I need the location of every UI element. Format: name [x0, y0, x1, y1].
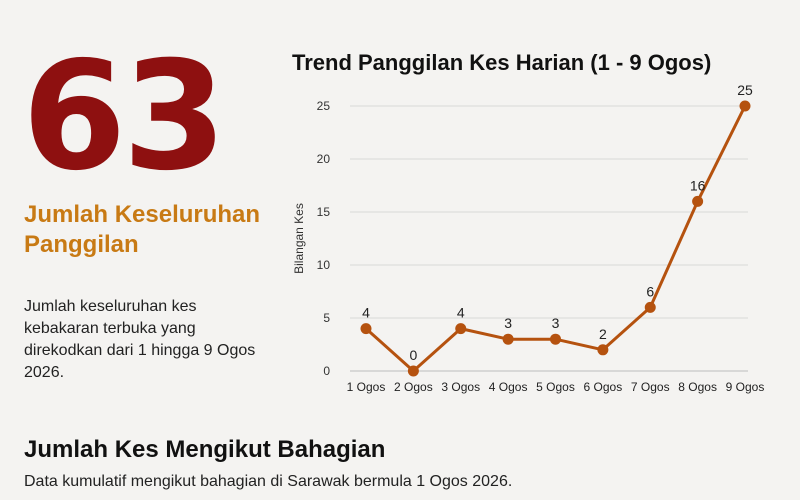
- data-label: 25: [737, 82, 753, 98]
- x-tick-label: 7 Ogos: [631, 380, 670, 394]
- y-tick-label: 15: [317, 205, 331, 219]
- series-line: [364, 105, 747, 373]
- data-point: [360, 323, 372, 335]
- y-tick-label: 10: [317, 258, 331, 272]
- x-tick-label: 3 Ogos: [441, 380, 480, 394]
- data-point: [407, 365, 419, 377]
- total-calls-description: Jumlah keseluruhan kes kebakaran terbuka…: [24, 298, 256, 381]
- section-subtitle: Data kumulatif mengikut bahagian di Sara…: [24, 473, 513, 490]
- y-tick-label: 0: [323, 364, 330, 378]
- y-tick-label: 5: [323, 311, 330, 325]
- section-title: Jumlah Kes Mengikut Bahagian: [24, 436, 386, 463]
- x-tick-label: 8 Ogos: [678, 380, 717, 394]
- y-tick-label: 25: [317, 99, 331, 113]
- data-point: [644, 301, 656, 313]
- data-label: 0: [409, 347, 417, 363]
- x-tick-label: 9 Ogos: [726, 380, 765, 394]
- y-axis-label: Bilangan Kes: [292, 203, 306, 274]
- x-tick-label: 4 Ogos: [489, 380, 528, 394]
- x-tick-label: 1 Ogos: [347, 380, 386, 394]
- data-label: 3: [552, 315, 560, 331]
- data-label: 4: [457, 305, 465, 321]
- chart-title: Trend Panggilan Kes Harian (1 - 9 Ogos): [292, 50, 712, 75]
- data-point: [739, 100, 751, 112]
- data-point: [597, 344, 609, 356]
- data-label: 16: [690, 177, 706, 193]
- y-tick-label: 20: [317, 152, 331, 166]
- total-calls-number: 63: [22, 30, 227, 204]
- x-tick-label: 2 Ogos: [394, 380, 433, 394]
- data-label: 4: [362, 305, 370, 321]
- data-point: [550, 333, 561, 345]
- x-tick-label: 5 Ogos: [536, 380, 575, 394]
- data-point: [692, 195, 704, 207]
- data-label: 6: [646, 283, 654, 299]
- x-tick-label: 6 Ogos: [584, 380, 623, 394]
- data-point: [455, 323, 467, 335]
- data-label: 2: [599, 326, 607, 342]
- total-calls-label: Jumlah Keseluruhan Panggilan: [24, 201, 261, 258]
- data-label: 3: [504, 315, 512, 331]
- data-point: [502, 333, 514, 345]
